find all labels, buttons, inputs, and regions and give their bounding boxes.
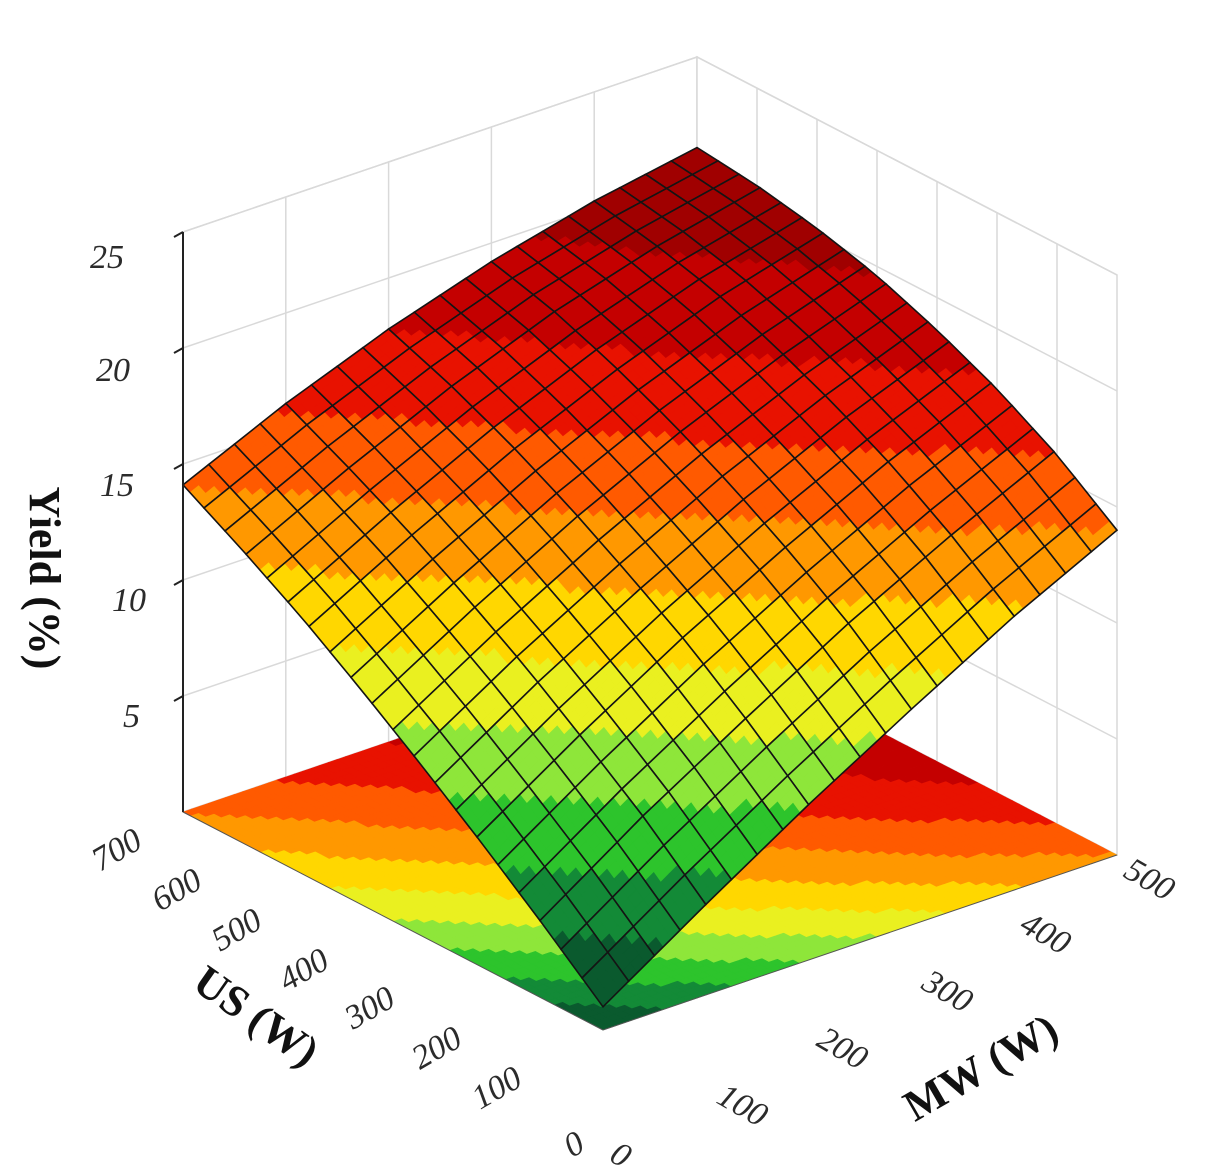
wall-gridline bbox=[182, 56, 1118, 276]
